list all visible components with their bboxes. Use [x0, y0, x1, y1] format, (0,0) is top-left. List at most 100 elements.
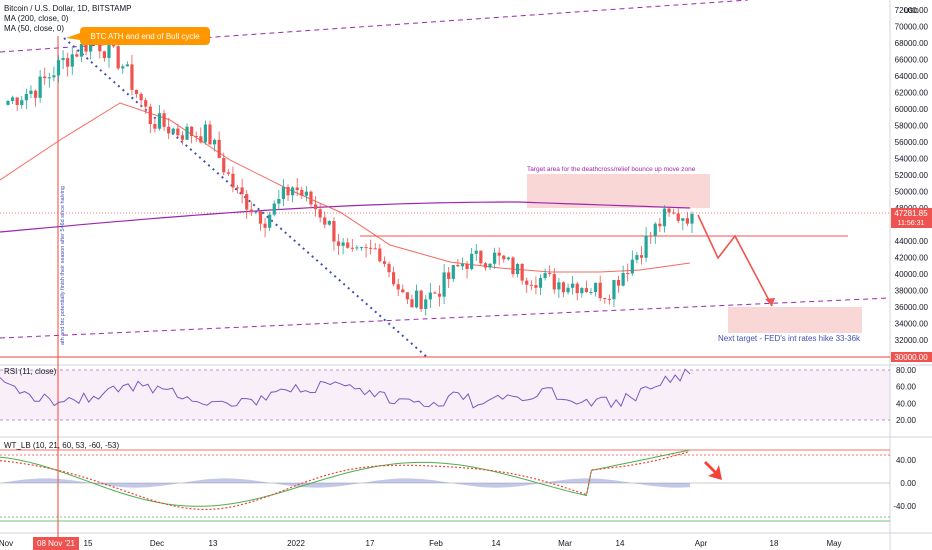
candle-body — [102, 51, 107, 58]
candle-body — [373, 248, 377, 250]
price-tick-label: 70000.00 — [895, 23, 929, 32]
candle-body — [529, 284, 533, 286]
ma200-legend: MA (200, close, 0) — [4, 14, 69, 23]
candle-body — [639, 255, 644, 258]
candle-body — [268, 214, 272, 228]
ma200-line[interactable] — [0, 201, 691, 233]
candle-body — [410, 299, 414, 308]
candle-body — [291, 187, 295, 196]
time-highlight-label: 08 Nov '21 — [37, 539, 76, 548]
candle-body — [598, 282, 602, 299]
rsi-line[interactable] — [0, 368, 691, 409]
candle-body — [566, 287, 570, 293]
time-axis[interactable]: Nov 15 Dec 13 2022 17 Feb 14 Mar 14 Apr 18 May — [0, 539, 842, 548]
time-tick-label: 14 — [616, 539, 625, 548]
candle-body — [144, 100, 148, 107]
candle-body — [194, 136, 198, 138]
candle-body — [263, 223, 267, 228]
wt-axis[interactable]: 40.00 0.00 -40.00 — [893, 456, 916, 511]
current-price-badge[interactable] — [891, 208, 932, 228]
ath-callout[interactable] — [80, 27, 210, 45]
candle-body — [281, 187, 286, 199]
candles[interactable] — [6, 31, 694, 316]
candle-body — [61, 58, 65, 61]
price-tick-label: 64000.00 — [895, 72, 929, 81]
lower-channel-line[interactable] — [0, 297, 891, 339]
candle-body — [649, 235, 653, 237]
price-tick-label: 44000.00 — [895, 237, 929, 246]
candle-body — [621, 273, 625, 286]
candle-body — [492, 252, 497, 264]
price-axis[interactable]: 72000.00 70000.00 68000.00 66000.00 64000.00… — [895, 6, 929, 345]
candle-body — [442, 272, 446, 297]
candle-body — [153, 124, 157, 129]
candle-body — [309, 191, 313, 205]
currency-label: USD — [904, 8, 919, 15]
candle-body — [447, 272, 451, 279]
candle-body — [350, 247, 354, 249]
candle-body — [479, 250, 483, 264]
target-zone[interactable] — [527, 174, 710, 208]
candle-body — [6, 100, 10, 105]
candle-body — [607, 298, 611, 300]
candle-body — [327, 221, 331, 225]
next-target-label: Next target - FED's int rates hike 33-36… — [718, 334, 861, 343]
next-target-zone[interactable] — [728, 307, 862, 333]
wt1-line[interactable] — [0, 449, 691, 507]
downtrend-line[interactable] — [63, 37, 429, 359]
rsi-axis[interactable]: 80.00 60.00 40.00 20.00 — [896, 366, 917, 425]
candle-body — [405, 292, 409, 300]
candle-body — [635, 255, 639, 260]
rsi-tick-label: 80.00 — [896, 366, 917, 375]
upper-channel-line[interactable] — [0, 0, 749, 53]
price-tick-label: 34000.00 — [895, 320, 929, 329]
candle-body — [167, 126, 171, 134]
price-tick-label: 54000.00 — [895, 155, 929, 164]
candle-body — [116, 46, 120, 69]
candle-body — [125, 64, 129, 67]
candle-body — [359, 247, 364, 249]
candle-body — [511, 257, 515, 275]
ma50-line[interactable] — [0, 102, 691, 273]
price-tick-label: 32000.00 — [895, 336, 929, 345]
candle-body — [364, 247, 368, 249]
candle-body — [506, 257, 510, 260]
time-highlight-badge — [33, 537, 79, 550]
candle-body — [10, 97, 15, 101]
candle-body — [180, 135, 185, 140]
candle-body — [217, 139, 221, 159]
candle-body — [199, 136, 203, 143]
candle-body — [575, 283, 579, 294]
wt-histogram[interactable] — [0, 478, 690, 488]
candle-body — [226, 172, 230, 174]
wt-title: WT_LB (10, 21, 60, 53, -60, -53) — [4, 441, 120, 450]
candle-body — [43, 76, 47, 79]
candle-body — [66, 58, 70, 67]
time-tick-label: 18 — [770, 539, 779, 548]
candle-body — [460, 263, 465, 267]
candle-body — [603, 298, 607, 300]
price-tick-label: 40000.00 — [895, 270, 929, 279]
candle-body — [355, 247, 359, 249]
wt-tick-label: 40.00 — [896, 456, 917, 465]
price-tick-label: 42000.00 — [895, 254, 929, 263]
wt-tick-label: 0.00 — [900, 479, 916, 488]
rsi-tick-label: 20.00 — [896, 416, 917, 425]
candle-body — [681, 218, 685, 221]
level-badge[interactable] — [891, 352, 932, 362]
candle-body — [286, 187, 290, 196]
projection-path[interactable] — [697, 214, 773, 307]
candle-body — [548, 273, 552, 275]
wt2-line[interactable] — [0, 450, 691, 510]
candle-body — [89, 39, 93, 52]
candle-body — [644, 235, 648, 258]
price-tick-label: 56000.00 — [895, 138, 929, 147]
candle-body — [424, 299, 428, 309]
rsi-tick-label: 40.00 — [896, 399, 917, 408]
candle-body — [571, 283, 575, 288]
candle-body — [658, 223, 662, 227]
candle-body — [593, 282, 598, 293]
price-pane[interactable] — [0, 0, 890, 362]
